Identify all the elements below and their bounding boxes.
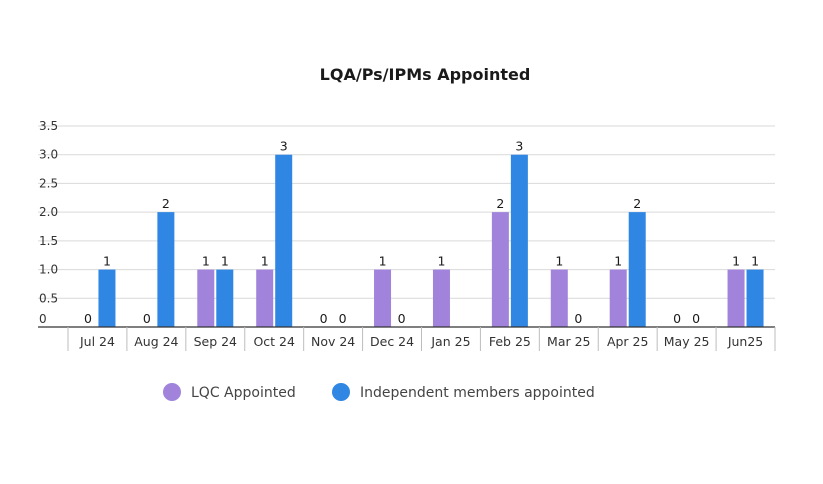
data-label: 1 — [103, 254, 111, 269]
data-label: 1 — [379, 254, 387, 269]
y-tick-label: 0.5 — [39, 291, 58, 305]
data-label: 2 — [633, 196, 641, 211]
bar — [746, 269, 764, 327]
bar — [256, 269, 274, 327]
x-tick-label: Sep 24 — [194, 334, 237, 349]
x-tick-label: Jul 24 — [79, 334, 115, 349]
data-label: 0 — [574, 311, 582, 326]
x-axis: Jul 24 Aug 24 Sep 24 Oct 24 Nov 24 Dec 24 Jan … — [38, 326, 776, 351]
x-tick-label: Nov 24 — [311, 334, 355, 349]
x-tick-label: Oct 24 — [253, 334, 295, 349]
data-label: 1 — [555, 254, 563, 269]
y-tick-label: 0 — [39, 312, 47, 326]
x-tick-label: May 25 — [664, 334, 710, 349]
data-label: 0 — [143, 311, 151, 326]
legend: LQC Appointed Independent members appoint… — [163, 383, 595, 401]
gridlines — [38, 125, 775, 299]
data-label: 3 — [280, 139, 288, 154]
data-label: 3 — [515, 139, 523, 154]
data-label: 1 — [614, 254, 622, 269]
bar — [98, 269, 116, 327]
data-label: 0 — [320, 311, 328, 326]
x-tick-label: Apr 25 — [607, 334, 649, 349]
x-tick-label: Jun25 — [727, 334, 763, 349]
data-label: 1 — [732, 254, 740, 269]
bar — [491, 212, 509, 327]
chart-title: LQA/Ps/IPMs Appointed — [320, 65, 531, 84]
y-tick-label: 3.5 — [39, 119, 58, 133]
y-tick-label: 2.5 — [39, 176, 58, 190]
y-tick-label: 1.5 — [39, 234, 58, 248]
data-label: 1 — [751, 254, 759, 269]
legend-label: Independent members appointed — [360, 385, 595, 401]
data-label: 0 — [692, 311, 700, 326]
data-label: 0 — [673, 311, 681, 326]
bar — [550, 269, 568, 327]
x-tick-label: Mar 25 — [547, 334, 590, 349]
data-label: 0 — [84, 311, 92, 326]
data-label: 1 — [437, 254, 445, 269]
bar — [374, 269, 392, 327]
x-tick-label: Jan 25 — [430, 334, 470, 349]
bar — [609, 269, 627, 327]
y-tick-label: 2.0 — [39, 205, 58, 219]
data-label: 1 — [221, 254, 229, 269]
bar — [275, 154, 293, 327]
y-tick-label: 1.0 — [39, 263, 58, 277]
bar — [510, 154, 528, 327]
x-tick-label: Dec 24 — [370, 334, 414, 349]
legend-marker — [332, 383, 350, 401]
data-label: 2 — [162, 196, 170, 211]
data-label: 1 — [261, 254, 269, 269]
bar — [628, 212, 646, 327]
x-tick-label: Aug 24 — [134, 334, 178, 349]
bars — [98, 154, 764, 327]
data-label: 2 — [496, 196, 504, 211]
x-tick-label: Feb 25 — [489, 334, 531, 349]
data-label: 1 — [202, 254, 210, 269]
y-axis-ticks: 0 0.5 1.0 1.5 2.0 2.5 3.0 3.5 — [39, 119, 58, 326]
bar — [216, 269, 234, 327]
bar — [432, 269, 450, 327]
legend-marker — [163, 383, 181, 401]
data-label: 0 — [339, 311, 347, 326]
legend-label: LQC Appointed — [191, 385, 296, 401]
bar — [197, 269, 215, 327]
data-label: 0 — [398, 311, 406, 326]
bar — [157, 212, 175, 327]
y-tick-label: 3.0 — [39, 148, 58, 162]
bar — [727, 269, 745, 327]
